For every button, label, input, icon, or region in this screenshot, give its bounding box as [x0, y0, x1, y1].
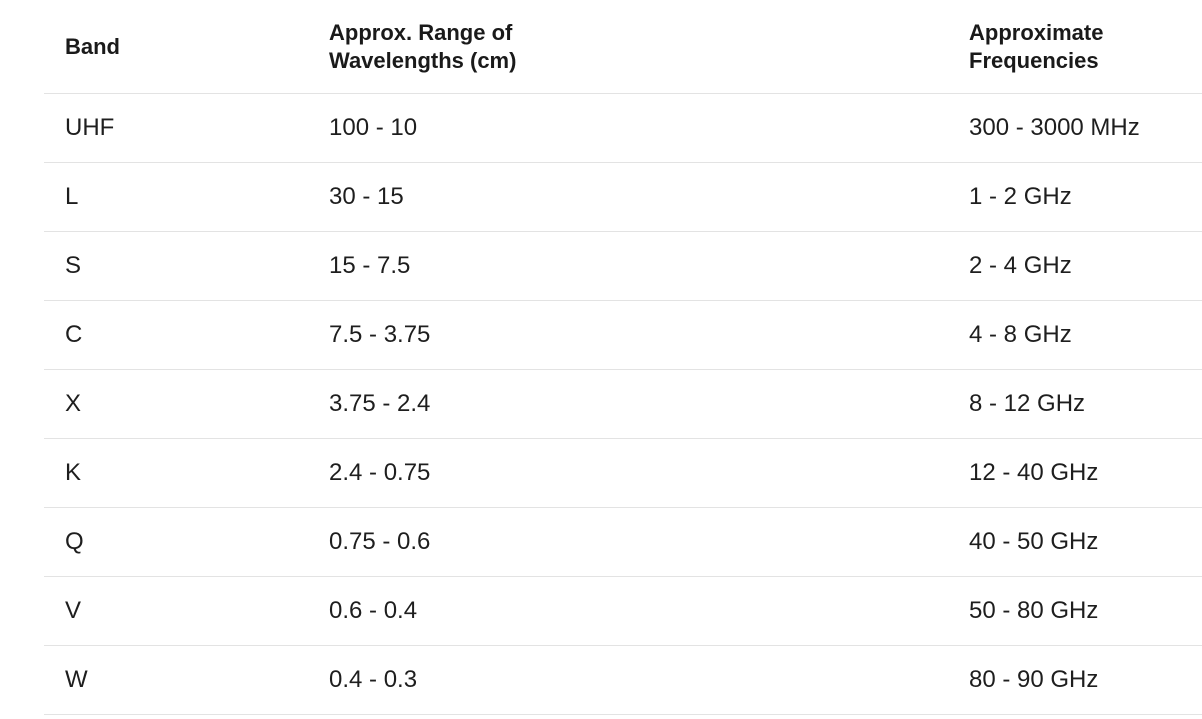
table-row: X 3.75 - 2.4 8 - 12 GHz — [44, 369, 1202, 439]
cell-band: K — [44, 438, 309, 508]
cell-frequency: 2 - 4 GHz — [949, 231, 1202, 301]
header-wavelength-line-2: Wavelengths (cm) — [329, 47, 517, 73]
table-body: UHF 100 - 10 300 - 3000 MHz L 30 - 15 1 … — [44, 93, 1202, 715]
cell-frequency: 8 - 12 GHz — [949, 369, 1202, 439]
cell-wavelength: 15 - 7.5 — [309, 231, 949, 301]
header-wavelength-range: Approx. Range of Wavelengths (cm) — [309, 0, 949, 94]
table-header: Band Approx. Range of Wavelengths (cm) A… — [44, 0, 1202, 94]
table-row: L 30 - 15 1 - 2 GHz — [44, 162, 1202, 232]
cell-band: W — [44, 645, 309, 715]
cell-frequency: 1 - 2 GHz — [949, 162, 1202, 232]
table-row: K 2.4 - 0.75 12 - 40 GHz — [44, 438, 1202, 508]
table-row: S 15 - 7.5 2 - 4 GHz — [44, 231, 1202, 301]
cell-frequency: 300 - 3000 MHz — [949, 93, 1202, 163]
cell-frequency: 40 - 50 GHz — [949, 507, 1202, 577]
cell-band: S — [44, 231, 309, 301]
table-row: Q 0.75 - 0.6 40 - 50 GHz — [44, 507, 1202, 577]
cell-wavelength: 7.5 - 3.75 — [309, 300, 949, 370]
table-row: W 0.4 - 0.3 80 - 90 GHz — [44, 645, 1202, 715]
cell-wavelength: 0.75 - 0.6 — [309, 507, 949, 577]
header-frequencies-line-2: Frequencies — [969, 47, 1099, 73]
cell-frequency: 12 - 40 GHz — [949, 438, 1202, 508]
header-band: Band — [44, 0, 309, 94]
cell-band: C — [44, 300, 309, 370]
cell-frequency: 80 - 90 GHz — [949, 645, 1202, 715]
header-row: Band Approx. Range of Wavelengths (cm) A… — [44, 0, 1202, 94]
cell-wavelength: 0.6 - 0.4 — [309, 576, 949, 646]
cell-wavelength: 3.75 - 2.4 — [309, 369, 949, 439]
cell-band: UHF — [44, 93, 309, 163]
cell-wavelength: 2.4 - 0.75 — [309, 438, 949, 508]
table-row: V 0.6 - 0.4 50 - 80 GHz — [44, 576, 1202, 646]
header-frequencies-line-1: Approximate — [969, 19, 1104, 45]
table-row: UHF 100 - 10 300 - 3000 MHz — [44, 93, 1202, 163]
cell-wavelength: 100 - 10 — [309, 93, 949, 163]
cell-frequency: 4 - 8 GHz — [949, 300, 1202, 370]
table-row: C 7.5 - 3.75 4 - 8 GHz — [44, 300, 1202, 370]
header-wavelength-line-1: Approx. Range of — [329, 19, 513, 45]
header-band-line: Band — [65, 33, 120, 59]
cell-frequency: 50 - 80 GHz — [949, 576, 1202, 646]
cell-band: V — [44, 576, 309, 646]
header-frequencies: Approximate Frequencies — [949, 0, 1202, 94]
cell-band: X — [44, 369, 309, 439]
band-table: Band Approx. Range of Wavelengths (cm) A… — [44, 0, 1202, 715]
cell-wavelength: 0.4 - 0.3 — [309, 645, 949, 715]
cell-wavelength: 30 - 15 — [309, 162, 949, 232]
band-table-container: Band Approx. Range of Wavelengths (cm) A… — [44, 0, 1202, 715]
cell-band: Q — [44, 507, 309, 577]
cell-band: L — [44, 162, 309, 232]
